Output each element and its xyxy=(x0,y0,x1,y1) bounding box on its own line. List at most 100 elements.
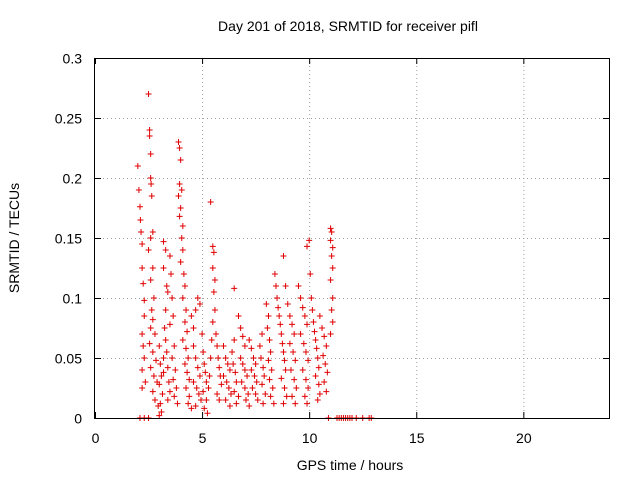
x-tick-labels: 0 5 10 15 20 xyxy=(92,430,532,446)
data-point xyxy=(245,391,252,397)
data-point xyxy=(178,235,185,241)
data-point xyxy=(231,388,238,395)
data-point xyxy=(237,325,244,331)
plot-frame xyxy=(94,58,610,419)
data-point xyxy=(306,237,313,244)
data-point xyxy=(211,277,218,283)
data-point xyxy=(256,343,263,349)
data-point xyxy=(259,381,266,388)
data-point xyxy=(291,331,298,337)
data-point xyxy=(203,379,210,385)
data-point xyxy=(307,271,314,277)
data-point xyxy=(267,349,274,355)
data-point xyxy=(289,321,296,328)
data-point xyxy=(160,355,167,361)
data-point xyxy=(147,364,154,371)
data-point xyxy=(210,289,217,295)
data-point xyxy=(165,379,172,385)
data-point xyxy=(315,364,322,371)
data-point xyxy=(259,331,266,337)
data-point xyxy=(142,379,149,385)
data-point xyxy=(276,313,283,319)
data-point xyxy=(179,223,186,229)
grid-lines xyxy=(95,58,609,418)
data-point xyxy=(149,229,156,235)
data-point xyxy=(282,367,289,373)
data-point xyxy=(181,361,188,367)
data-point xyxy=(272,283,279,289)
data-point xyxy=(138,229,145,235)
data-point xyxy=(157,400,164,407)
data-point xyxy=(324,369,331,376)
data-point xyxy=(279,340,286,347)
data-point xyxy=(190,379,197,385)
data-point xyxy=(281,357,288,364)
data-point xyxy=(249,385,256,391)
data-point xyxy=(181,283,188,289)
data-point xyxy=(140,343,147,349)
data-point xyxy=(176,181,183,187)
data-point xyxy=(170,313,177,319)
data-point xyxy=(208,337,215,343)
data-point xyxy=(304,243,311,250)
data-point xyxy=(148,193,155,199)
data-point xyxy=(229,349,236,355)
data-point xyxy=(188,405,195,412)
data-point xyxy=(241,343,248,349)
x-tick-label: 5 xyxy=(199,430,207,446)
data-point xyxy=(141,313,148,319)
data-point xyxy=(251,373,258,379)
data-point xyxy=(185,355,192,361)
data-point xyxy=(227,391,234,397)
data-point xyxy=(278,375,285,382)
data-point xyxy=(222,397,229,403)
data-point xyxy=(267,393,274,400)
data-point xyxy=(160,238,167,245)
data-point xyxy=(270,400,277,407)
data-point xyxy=(295,283,302,289)
x-tick-label: 10 xyxy=(302,430,318,446)
y-axis-label: SRMTID / TECUs xyxy=(6,183,22,293)
data-point xyxy=(186,393,193,400)
data-point xyxy=(166,321,173,328)
data-point xyxy=(164,289,171,295)
data-point xyxy=(176,213,183,220)
data-point xyxy=(304,321,311,328)
data-point xyxy=(308,295,315,301)
data-point xyxy=(157,361,164,367)
data-point xyxy=(220,343,227,349)
data-point xyxy=(214,343,221,349)
data-point xyxy=(278,331,285,337)
y-tick-label: 0.15 xyxy=(55,231,82,247)
data-point xyxy=(213,331,220,337)
data-point xyxy=(210,249,217,256)
data-point xyxy=(164,364,171,371)
data-point xyxy=(215,355,222,361)
data-point xyxy=(190,325,197,331)
data-point xyxy=(166,253,173,259)
data-point xyxy=(231,285,238,292)
data-point xyxy=(280,253,287,259)
data-point xyxy=(183,307,190,313)
data-point xyxy=(146,127,153,133)
data-point xyxy=(209,265,216,271)
data-point xyxy=(266,376,273,383)
data-point xyxy=(286,313,293,319)
data-point xyxy=(140,280,147,287)
data-point xyxy=(175,193,182,199)
x-tick-label: 20 xyxy=(516,430,532,446)
data-point xyxy=(329,295,336,301)
data-point xyxy=(280,400,287,407)
data-point xyxy=(248,345,255,352)
data-point xyxy=(175,139,182,145)
data-point xyxy=(271,271,278,277)
x-tick-label: 0 xyxy=(92,430,100,446)
data-point xyxy=(266,337,273,343)
data-point xyxy=(289,393,296,400)
data-point xyxy=(263,301,270,307)
data-point xyxy=(246,337,253,343)
data-point xyxy=(183,345,190,352)
data-point xyxy=(147,277,154,283)
data-point xyxy=(162,247,169,253)
data-point xyxy=(297,295,304,301)
